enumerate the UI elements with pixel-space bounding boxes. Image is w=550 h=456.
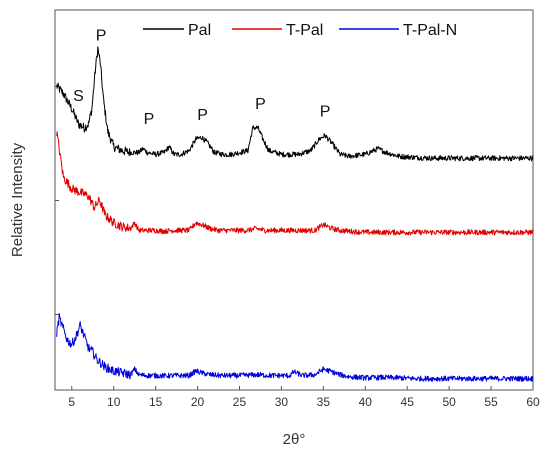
series-line-t-pal <box>56 131 534 236</box>
legend: Pal T-Pal T-Pal-N <box>143 22 457 39</box>
x-tick-label: 10 <box>107 395 121 409</box>
x-tick-label: 45 <box>401 395 415 409</box>
x-tick-label: 5 <box>68 395 75 409</box>
peak-annotations: S P P P P P <box>73 27 330 128</box>
series-line-pal <box>56 46 534 162</box>
peak-label: P <box>144 111 155 128</box>
x-tick-label: 35 <box>317 395 331 409</box>
x-tick-label: 30 <box>275 395 289 409</box>
x-tick-label: 60 <box>526 395 540 409</box>
series-layer <box>56 46 534 382</box>
x-tick-label: 40 <box>359 395 373 409</box>
x-tick-label: 15 <box>149 395 163 409</box>
plot-area <box>54 9 534 391</box>
peak-label: P <box>255 96 266 113</box>
legend-label: Pal <box>188 22 211 39</box>
x-tick-label: 50 <box>442 395 456 409</box>
peak-label: P <box>197 107 208 124</box>
peak-label: S <box>73 88 84 105</box>
x-axis-ticks: 5 10 15 20 25 30 35 40 45 50 55 60 <box>68 386 540 409</box>
x-axis-title: 2θ° <box>283 431 306 448</box>
y-axis-ticks <box>55 86 59 315</box>
x-tick-label: 25 <box>233 395 247 409</box>
series-line-t-pal-n <box>56 312 534 382</box>
legend-label: T-Pal-N <box>403 22 457 39</box>
peak-label: P <box>96 27 107 44</box>
y-axis-title: Relative Intensity <box>9 142 26 257</box>
x-tick-label: 55 <box>484 395 498 409</box>
peak-label: P <box>320 103 331 120</box>
x-tick-label: 20 <box>191 395 205 409</box>
legend-label: T-Pal <box>286 22 323 39</box>
